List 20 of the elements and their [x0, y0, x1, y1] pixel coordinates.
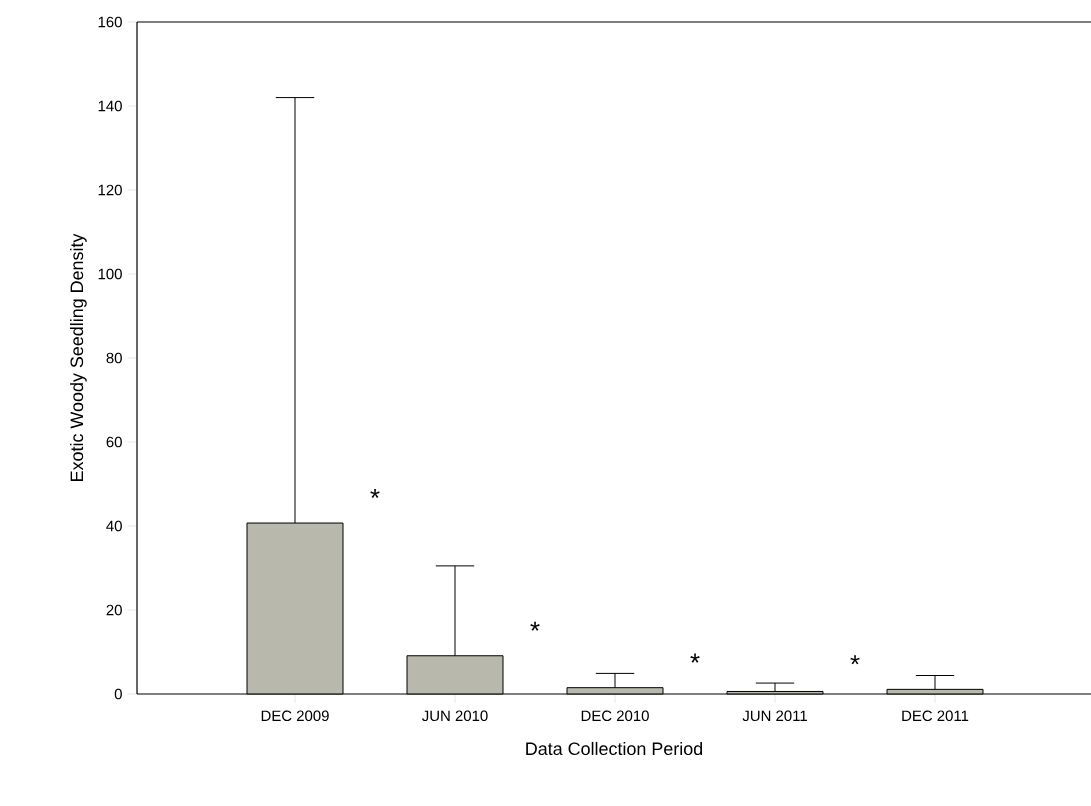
annotation: *	[850, 655, 860, 665]
y-tick-label: 20	[106, 604, 122, 616]
y-tick-label: 140	[98, 100, 122, 112]
annotation: *	[370, 488, 380, 499]
y-tick-label: 0	[114, 688, 122, 700]
x-tick-label: DEC 2011	[902, 710, 969, 722]
y-tick-label: 120	[98, 184, 122, 196]
x-tick-label: JUN 2010	[422, 710, 488, 722]
y-tick-label: 40	[106, 520, 122, 532]
annotation: *	[530, 621, 540, 631]
y-tick-label: 60	[106, 436, 122, 448]
y-tick-label: 80	[106, 352, 122, 364]
annotation: *	[690, 653, 700, 663]
x-tick-label: JUN 2011	[742, 710, 807, 722]
y-tick-label: 100	[98, 268, 122, 280]
y-axis-title: Exotic Woody Seedling Density	[69, 233, 87, 481]
y-tick-label: 160	[98, 16, 122, 28]
x-axis-title: Data Collection Period	[526, 741, 703, 756]
x-tick-label: DEC 2010	[581, 710, 649, 722]
x-tick-label: DEC 2009	[261, 710, 329, 722]
